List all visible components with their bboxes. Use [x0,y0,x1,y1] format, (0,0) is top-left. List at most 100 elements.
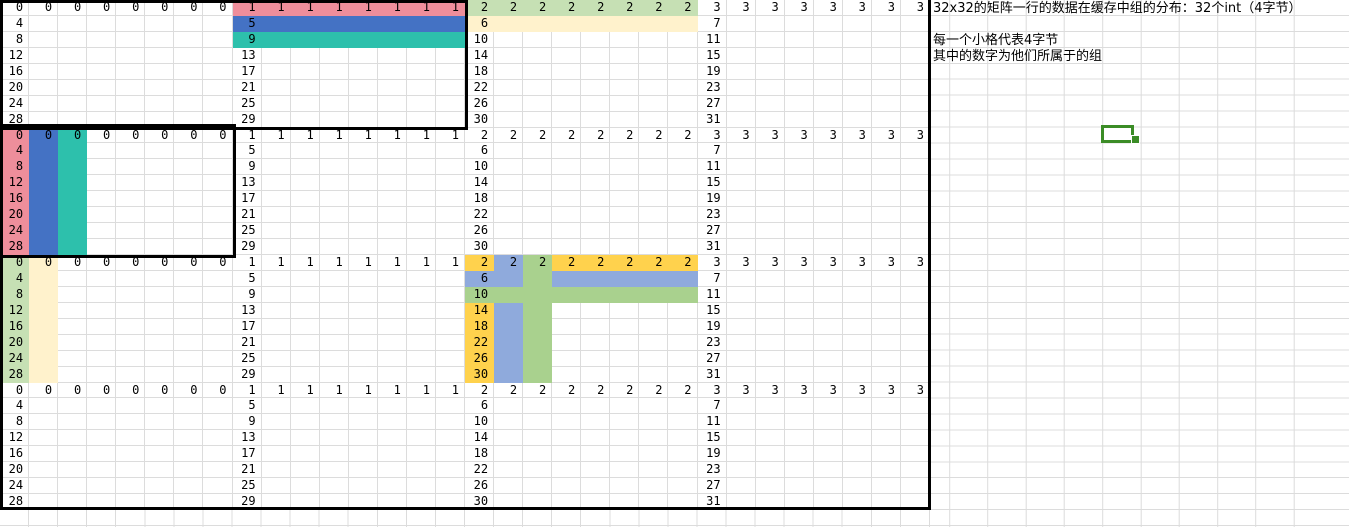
grid-cell[interactable] [523,302,553,319]
grid-cell[interactable] [377,414,407,431]
grid-cell[interactable]: 7 [697,270,727,287]
grid-cell[interactable] [319,223,349,240]
grid-cell[interactable] [58,47,88,64]
grid-cell[interactable]: 0 [0,255,30,271]
grid-cell[interactable] [174,334,204,351]
grid-cell[interactable] [29,239,59,255]
grid-cell[interactable] [610,79,640,96]
grid-cell[interactable] [813,143,843,160]
grid-cell[interactable] [610,366,640,383]
grid-cell[interactable] [377,286,407,303]
grid-cell[interactable] [319,239,349,255]
grid-cell[interactable] [813,398,843,415]
grid-cell[interactable] [900,95,930,112]
grid-cell[interactable] [639,223,669,240]
grid-cell[interactable] [871,79,901,96]
grid-cell[interactable] [290,47,320,64]
grid-cell[interactable] [377,79,407,96]
grid-cell[interactable]: 31 [697,366,727,383]
grid-cell[interactable] [871,31,901,48]
grid-cell[interactable] [116,31,146,48]
grid-cell[interactable] [145,398,175,415]
grid-cell[interactable]: 1 [377,127,407,144]
grid-cell[interactable] [261,478,291,495]
grid-cell[interactable] [145,111,175,128]
grid-cell[interactable]: 18 [465,191,495,208]
grid-cell[interactable]: 3 [900,0,930,16]
grid-cell[interactable] [813,95,843,112]
grid-cell[interactable]: 3 [871,127,901,144]
grid-cell[interactable] [726,191,756,208]
grid-cell[interactable] [871,494,901,510]
grid-cell[interactable] [116,159,146,176]
grid-cell[interactable] [261,366,291,383]
grid-cell[interactable] [406,207,436,224]
grid-cell[interactable] [203,446,233,463]
grid-cell[interactable] [784,191,814,208]
grid-cell[interactable] [348,31,378,48]
grid-cell[interactable] [552,350,582,367]
grid-cell[interactable] [668,175,698,192]
grid-cell[interactable]: 24 [0,223,30,240]
grid-cell[interactable] [900,334,930,351]
grid-cell[interactable] [784,398,814,415]
grid-cell[interactable] [900,478,930,495]
grid-cell[interactable] [610,111,640,128]
grid-cell[interactable] [668,286,698,303]
grid-cell[interactable]: 1 [406,382,436,399]
grid-cell[interactable] [116,15,146,32]
grid-cell[interactable] [842,31,872,48]
grid-cell[interactable] [406,239,436,255]
grid-cell[interactable] [639,286,669,303]
grid-cell[interactable] [435,63,465,80]
grid-cell[interactable]: 2 [668,382,698,399]
grid-cell[interactable]: 0 [87,382,117,399]
grid-cell[interactable] [581,79,611,96]
grid-cell[interactable] [377,159,407,176]
grid-cell[interactable] [261,175,291,192]
grid-cell[interactable] [58,15,88,32]
grid-cell[interactable] [261,462,291,479]
grid-cell[interactable] [203,95,233,112]
grid-cell[interactable] [145,239,175,255]
grid-cell[interactable]: 0 [145,127,175,144]
grid-cell[interactable] [668,207,698,224]
grid-cell[interactable] [174,462,204,479]
grid-cell[interactable] [494,63,524,80]
grid-cell[interactable] [813,63,843,80]
grid-cell[interactable] [610,95,640,112]
grid-cell[interactable]: 13 [232,175,262,192]
grid-cell[interactable] [610,302,640,319]
grid-cell[interactable] [494,302,524,319]
grid-cell[interactable] [610,318,640,335]
grid-cell[interactable]: 4 [0,270,30,287]
grid-cell[interactable] [348,286,378,303]
grid-cell[interactable] [348,446,378,463]
grid-cell[interactable]: 3 [842,382,872,399]
grid-cell[interactable]: 25 [232,350,262,367]
grid-cell[interactable] [639,494,669,510]
grid-cell[interactable] [494,462,524,479]
grid-cell[interactable] [726,302,756,319]
grid-cell[interactable] [900,318,930,335]
grid-cell[interactable] [639,63,669,80]
grid-cell[interactable]: 14 [465,430,495,447]
grid-cell[interactable] [842,270,872,287]
grid-cell[interactable]: 3 [842,127,872,144]
grid-cell[interactable] [87,318,117,335]
grid-cell[interactable] [871,159,901,176]
grid-cell[interactable] [29,414,59,431]
grid-cell[interactable]: 30 [465,366,495,383]
grid-cell[interactable] [639,462,669,479]
grid-cell[interactable] [174,159,204,176]
grid-cell[interactable]: 2 [552,255,582,271]
grid-cell[interactable] [145,494,175,510]
grid-cell[interactable] [145,79,175,96]
grid-cell[interactable]: 11 [697,31,727,48]
grid-cell[interactable]: 27 [697,95,727,112]
grid-cell[interactable] [842,223,872,240]
grid-cell[interactable] [290,398,320,415]
grid-cell[interactable] [581,478,611,495]
grid-cell[interactable] [435,318,465,335]
grid-cell[interactable] [813,159,843,176]
